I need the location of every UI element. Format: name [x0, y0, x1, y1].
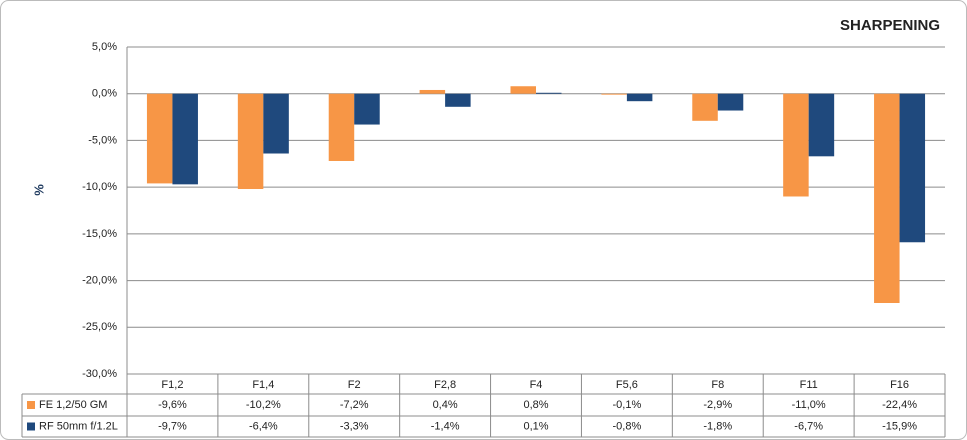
bar	[510, 86, 536, 94]
x-tick-label: F4	[530, 379, 543, 391]
chart-title: SHARPENING	[840, 17, 940, 34]
x-tick-label: F5,6	[616, 379, 638, 391]
value-label: -11,0%	[792, 399, 826, 411]
legend-label: FE 1,2/50 GM	[39, 399, 107, 411]
value-label: -9,7%	[158, 420, 187, 432]
y-tick-label: 0,0%	[92, 88, 117, 100]
bar	[237, 93, 264, 190]
value-label: -15,9%	[882, 420, 917, 432]
x-tick-label: F1,4	[252, 379, 274, 391]
x-tick-label: F2,8	[434, 379, 456, 391]
bar	[328, 93, 355, 161]
legend-swatch	[27, 422, 35, 431]
x-tick-label: F11	[800, 379, 818, 391]
y-tick-label: -10,0%	[82, 181, 117, 193]
bar	[808, 93, 835, 157]
y-tick-label: -20,0%	[82, 274, 117, 286]
bar	[626, 93, 653, 102]
x-tick-label: F16	[890, 379, 909, 391]
value-label: -3,3%	[340, 420, 369, 432]
value-label: -6,4%	[249, 420, 278, 432]
value-label: -10,2%	[246, 399, 281, 411]
bar	[874, 93, 900, 303]
bar	[354, 93, 380, 125]
value-label: -2,9%	[703, 399, 732, 411]
y-tick-label: -15,0%	[82, 228, 117, 240]
value-label: -1,8%	[703, 420, 732, 432]
value-label: -9,6%	[158, 399, 187, 411]
bar	[445, 93, 471, 107]
legend-label: RF 50mm f/1.2L	[39, 420, 118, 432]
bar	[717, 93, 744, 111]
y-tick-label: -30,0%	[82, 368, 117, 380]
bar	[263, 93, 289, 154]
bar	[419, 89, 446, 94]
x-tick-label: F8	[711, 379, 724, 391]
bar	[783, 93, 809, 197]
y-tick-label: -5,0%	[88, 134, 117, 146]
value-label: -6,7%	[794, 420, 823, 432]
bar	[172, 93, 198, 185]
value-label: -1,4%	[431, 420, 460, 432]
legend-swatch	[27, 401, 35, 409]
value-label: -22,4%	[882, 399, 917, 411]
value-label: 0,1%	[523, 420, 548, 432]
y-axis-title: %	[31, 184, 46, 196]
value-label: 0,8%	[523, 399, 548, 411]
x-tick-label: F1,2	[161, 379, 183, 391]
bar	[899, 93, 926, 243]
bar	[601, 93, 627, 95]
value-label: -0,1%	[613, 399, 642, 411]
bar	[146, 93, 173, 184]
value-label: -0,8%	[613, 420, 642, 432]
value-label: 0,4%	[433, 399, 458, 411]
y-tick-label: 5,0%	[92, 41, 117, 53]
x-tick-label: F2	[348, 379, 361, 391]
bar	[536, 92, 562, 94]
value-label: -7,2%	[340, 399, 369, 411]
y-tick-label: -25,0%	[82, 321, 117, 333]
bar	[692, 93, 718, 121]
